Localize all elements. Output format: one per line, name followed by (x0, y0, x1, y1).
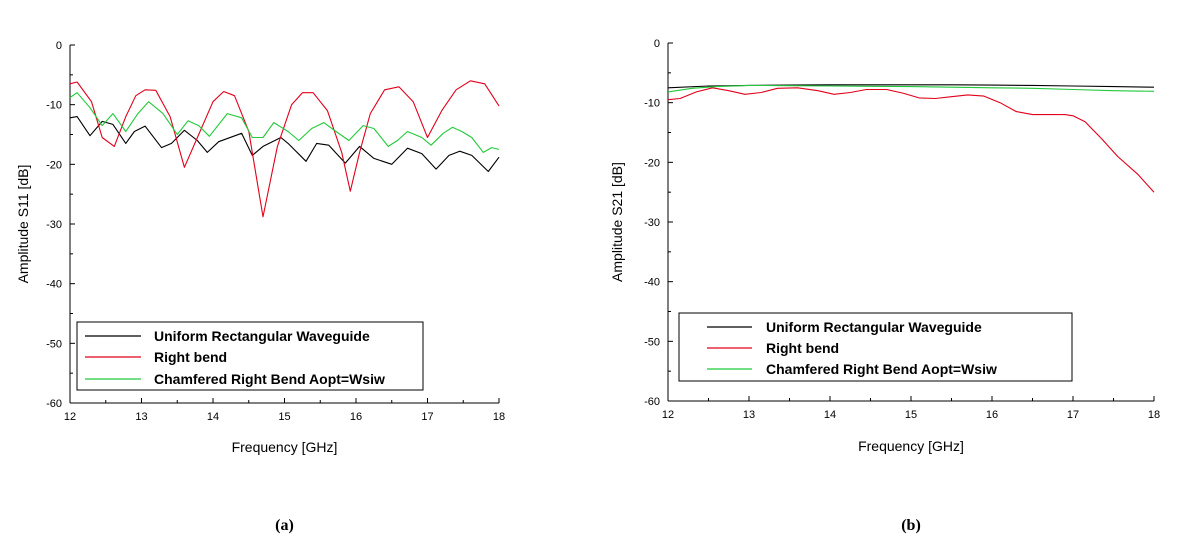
y-tick-label: -20 (46, 159, 62, 171)
y-tick-label: 0 (56, 40, 62, 52)
legend-box (678, 312, 1073, 382)
legend-label: Chamfered Right Bend Aopt=Wsiw (154, 371, 385, 387)
panel-label: (b) (901, 517, 921, 534)
y-tick-label: -10 (46, 100, 62, 112)
legend: Uniform Rectangular Waveguide Right bend C… (678, 312, 1073, 382)
x-axis-label: Frequency [GHz] (232, 439, 338, 455)
y-tick-label: -60 (46, 398, 62, 410)
series-line-3 (69, 92, 500, 153)
y-tick-label: -40 (46, 279, 62, 291)
series-line-1 (69, 116, 500, 173)
x-tick-label: 12 (64, 411, 76, 423)
x-tick-label: 15 (905, 409, 917, 421)
x-tick-label: 18 (493, 411, 505, 423)
y-tick-label: -10 (644, 98, 660, 110)
legend-label: Right bend (154, 349, 227, 365)
x-tick-label: 13 (135, 411, 147, 423)
series-line-2 (69, 80, 500, 218)
legend-label: Right bend (766, 340, 839, 356)
y-axis-label: Amplitude S21 [dB] (609, 162, 625, 282)
y-tick-label: -20 (644, 157, 660, 169)
legend-label: Uniform Rectangular Waveguide (154, 328, 370, 344)
chart-panel-b: 12 13 14 15 16 17 18 0 -10 -20 -30 -40 -50 -60 Frequen… (609, 38, 1160, 534)
y-tick-label: 0 (654, 38, 660, 50)
legend-label: Chamfered Right Bend Aopt=Wsiw (766, 361, 997, 377)
x-tick-label: 16 (986, 409, 998, 421)
legend-label: Uniform Rectangular Waveguide (766, 319, 982, 335)
y-tick-label: -50 (46, 338, 62, 350)
chart-panel-a: 12 13 14 15 16 17 18 0 -10 -20 -30 -40 -50 -60 Frequen… (15, 40, 505, 534)
y-tick-label: -40 (644, 277, 660, 289)
x-tick-label: 17 (421, 411, 433, 423)
y-tick-label: -30 (46, 219, 62, 231)
series-line-2 (667, 87, 1155, 193)
y-tick-label: -30 (644, 217, 660, 229)
x-tick-label: 17 (1067, 409, 1079, 421)
x-tick-label: 18 (1148, 409, 1160, 421)
x-tick-label: 14 (207, 411, 219, 423)
x-tick-label: 14 (824, 409, 836, 421)
y-axis-label: Amplitude S11 [dB] (15, 165, 31, 284)
y-tick-label: -60 (644, 396, 660, 408)
x-tick-label: 15 (278, 411, 290, 423)
x-tick-label: 12 (662, 409, 674, 421)
x-tick-label: 16 (350, 411, 362, 423)
series-line-3 (667, 84, 1155, 93)
panel-label: (a) (275, 517, 294, 534)
x-axis-label: Frequency [GHz] (858, 438, 964, 454)
x-tick-label: 13 (743, 409, 755, 421)
y-tick-label: -50 (644, 336, 660, 348)
legend: Uniform Rectangular Waveguide Right bend C… (76, 321, 424, 391)
